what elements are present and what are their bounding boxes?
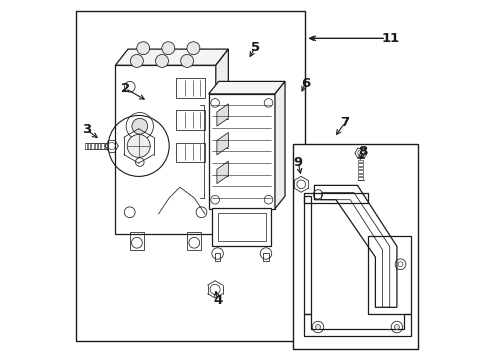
- Text: 5: 5: [250, 41, 259, 54]
- Circle shape: [130, 54, 143, 67]
- Bar: [357, 170, 363, 173]
- Bar: [115, 65, 215, 234]
- Circle shape: [132, 118, 147, 134]
- Bar: [357, 177, 363, 180]
- Text: 8: 8: [358, 145, 366, 158]
- Circle shape: [135, 158, 144, 166]
- Bar: [176, 111, 204, 130]
- Text: 2: 2: [121, 82, 130, 95]
- Circle shape: [315, 324, 320, 329]
- Text: 3: 3: [82, 123, 91, 136]
- Circle shape: [162, 42, 174, 55]
- Polygon shape: [217, 161, 228, 184]
- Bar: [91, 143, 94, 149]
- Circle shape: [137, 42, 149, 55]
- Bar: [212, 208, 271, 246]
- Bar: [85, 143, 87, 149]
- Bar: [357, 167, 363, 169]
- Bar: [357, 156, 363, 158]
- Circle shape: [186, 42, 200, 55]
- Bar: [104, 143, 106, 149]
- Circle shape: [180, 54, 193, 67]
- Text: 4: 4: [213, 294, 222, 307]
- Bar: [187, 232, 201, 250]
- Text: 1: 1: [389, 32, 398, 45]
- Polygon shape: [115, 49, 228, 65]
- Polygon shape: [215, 49, 228, 234]
- Text: 7: 7: [340, 116, 349, 129]
- Text: 6: 6: [300, 77, 309, 90]
- Bar: [357, 163, 363, 166]
- Bar: [292, 144, 418, 348]
- Bar: [95, 143, 97, 149]
- Circle shape: [127, 134, 150, 157]
- Bar: [208, 94, 274, 209]
- Bar: [98, 143, 100, 149]
- Circle shape: [155, 54, 168, 67]
- Bar: [357, 159, 363, 162]
- Bar: [129, 232, 144, 250]
- Bar: [101, 143, 103, 149]
- Bar: [176, 143, 204, 162]
- Bar: [217, 213, 265, 241]
- Polygon shape: [274, 81, 285, 209]
- Bar: [176, 78, 204, 98]
- Text: 9: 9: [293, 156, 302, 168]
- Bar: [88, 143, 90, 149]
- Circle shape: [394, 324, 399, 329]
- Bar: [76, 12, 305, 341]
- Bar: [263, 253, 268, 261]
- Circle shape: [126, 113, 153, 140]
- Text: 1: 1: [381, 32, 390, 45]
- Polygon shape: [208, 81, 285, 94]
- Bar: [357, 174, 363, 176]
- Polygon shape: [217, 132, 228, 155]
- Bar: [214, 253, 220, 261]
- Polygon shape: [217, 104, 228, 126]
